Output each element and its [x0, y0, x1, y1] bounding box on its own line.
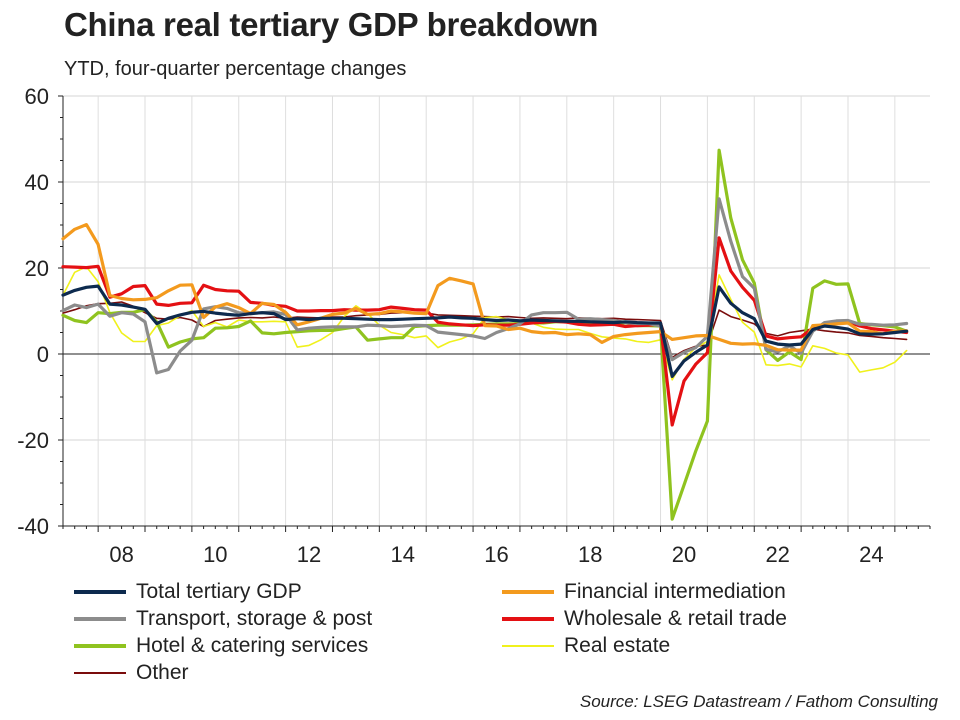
series-line-wholesale-retail-trade [61, 236, 909, 427]
y-tick-label: 20 [25, 256, 49, 281]
legend-item: Wholesale & retail trade [502, 605, 787, 632]
legend-item: Real estate [502, 632, 670, 659]
x-tick-label: 14 [391, 542, 415, 567]
x-tick-label: 22 [765, 542, 789, 567]
x-tick-label: 08 [109, 542, 133, 567]
legend-swatch [74, 589, 126, 594]
series-layer [61, 148, 909, 521]
legend-label: Transport, storage & post [136, 606, 373, 630]
legend-item: Hotel & catering services [74, 632, 368, 659]
x-tick-label: 12 [297, 542, 321, 567]
x-tick-label: 16 [484, 542, 508, 567]
legend-swatch [74, 671, 126, 674]
legend-item: Other [74, 659, 189, 686]
legend-label: Financial intermediation [564, 579, 786, 603]
legend-swatch [502, 644, 554, 647]
y-tick-label: 60 [25, 84, 49, 109]
x-tick-label: 24 [859, 542, 883, 567]
source-note: Source: LSEG Datastream / Fathom Consult… [579, 692, 938, 711]
legend-item: Total tertiary GDP [74, 578, 302, 605]
legend-item: Transport, storage & post [74, 605, 372, 632]
tick-label-layer: -40 -20 0 20 40 60 08 10 12 14 16 18 20 22 24 [17, 84, 883, 567]
chart-title: China real tertiary GDP breakdown [64, 6, 599, 43]
legend-swatch [74, 643, 126, 648]
series-line-total-tertiary-gdp [61, 284, 909, 378]
y-tick-label: -20 [17, 428, 49, 453]
chart-subtitle: YTD, four-quarter percentage changes [64, 58, 407, 80]
legend-swatch [502, 616, 554, 621]
legend-item: Financial intermediation [502, 578, 786, 605]
y-tick-label: 0 [37, 342, 49, 367]
legend-label: Other [136, 660, 189, 684]
legend-label: Hotel & catering services [136, 633, 369, 657]
legend-label: Total tertiary GDP [136, 579, 302, 603]
x-tick-label: 10 [203, 542, 227, 567]
y-tick-label: 40 [25, 170, 49, 195]
legend-swatch [502, 589, 554, 594]
series-line-financial-intermediation [61, 223, 909, 352]
series-line-transport-storage-post [61, 197, 909, 375]
legend-label: Wholesale & retail trade [564, 606, 787, 630]
x-tick-label: 18 [578, 542, 602, 567]
y-tick-label: -40 [17, 514, 49, 539]
legend-label: Real estate [564, 633, 671, 657]
legend-swatch [74, 616, 126, 621]
series-line-real-estate [62, 265, 908, 381]
x-tick-label: 20 [672, 542, 696, 567]
